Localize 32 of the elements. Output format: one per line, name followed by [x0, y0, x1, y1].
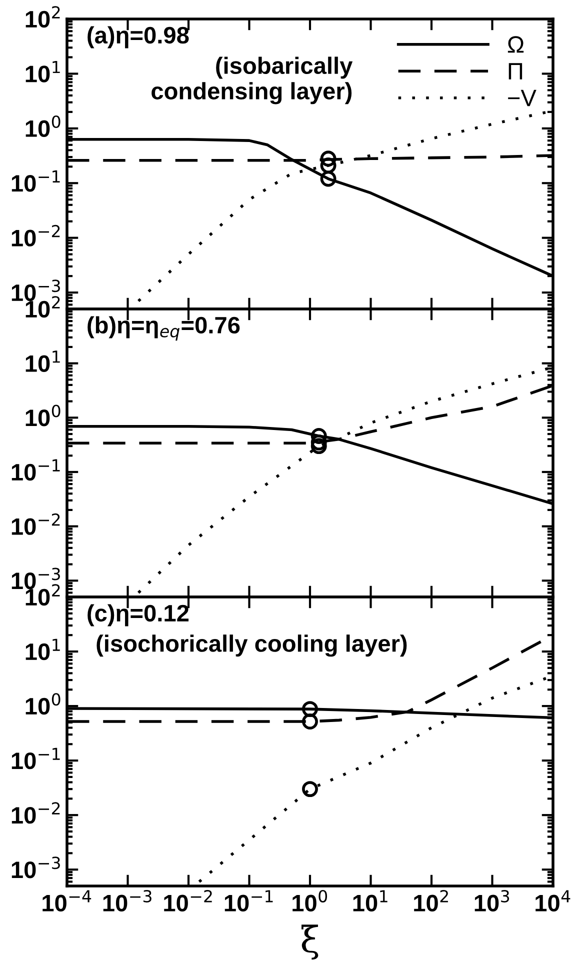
- x-tick-label: 10$^{3}$: [474, 890, 510, 912]
- x-tick-label: 10$^{−1}$: [224, 890, 273, 912]
- y-tick-label: 10$^{−1}$: [12, 459, 60, 481]
- y-tick-label: 10$^{0}$: [26, 115, 60, 138]
- y-tick-label: 10$^{1}$: [26, 638, 60, 660]
- x-tick-label: 10$^{4}$: [536, 890, 570, 912]
- y-tick-label: 10$^{1}$: [26, 350, 60, 372]
- text: (isobarically condensing layer): [152, 56, 353, 104]
- y-tick-label: 10$^{0}$: [26, 693, 60, 715]
- y-tick-label: 10$^{1}$: [26, 61, 60, 82]
- chart-title: (a)η=0.98: [88, 26, 189, 48]
- y-tick-label: 10$^{−2}$: [12, 802, 60, 824]
- y-tick-label: 10$^{0}$: [26, 404, 60, 426]
- x-tick-label: 10$^{2}$: [414, 890, 448, 912]
- y-tick-label: 10$^{−1}$: [12, 170, 60, 192]
- chart-title: (b)η=η$_{eq}$=0.76: [88, 316, 240, 341]
- legend-label: Ω: [508, 36, 524, 53]
- x-tick-label: 10$^{1}$: [353, 890, 388, 912]
- x-tick-label: 10$^{−2}$: [164, 890, 212, 912]
- y-tick-label: 10$^{2}$: [26, 6, 60, 28]
- x-tick-label: 10$^{−4}$: [42, 890, 92, 912]
- y-tick-label: 10$^{−2}$: [12, 513, 60, 535]
- x-tick-label: 10$^{0}$: [292, 890, 328, 912]
- x-tick-label: 10$^{−3}$: [103, 890, 152, 912]
- text: (isochorically cooling layer): [96, 634, 407, 657]
- legend-label: −V: [508, 90, 536, 106]
- y-tick-label: 10$^{−3}$: [12, 856, 60, 878]
- x-axis-title: ξ: [302, 924, 318, 960]
- y-tick-label: 10$^{−1}$: [12, 748, 60, 770]
- y-tick-label: 10$^{−2}$: [12, 224, 60, 246]
- legend-label: Π: [508, 63, 522, 80]
- chart-title: (c)η=0.12: [88, 604, 189, 626]
